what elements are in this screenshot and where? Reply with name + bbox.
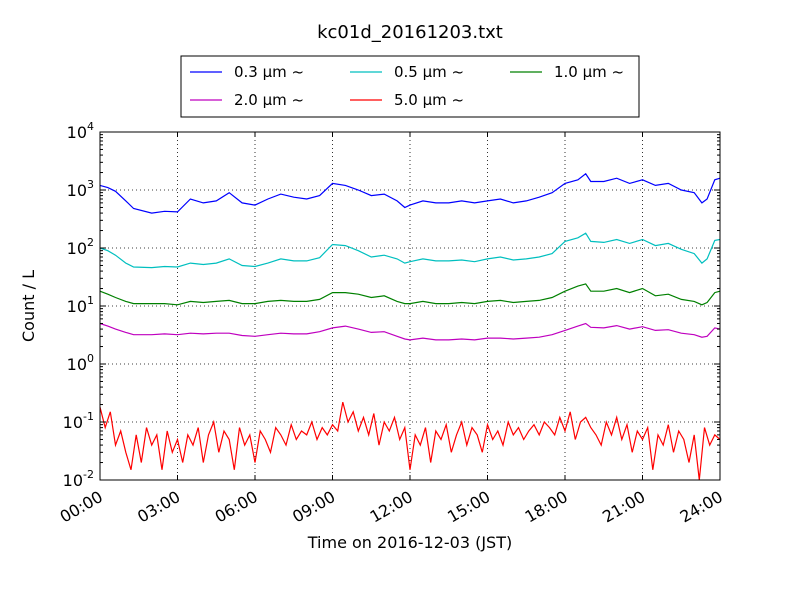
series-line-5 [99,401,721,481]
x-tick-label: 12:00 [367,487,416,527]
axis-ticks [99,131,721,481]
x-tick-label: 21:00 [599,487,648,527]
x-tick-label: 09:00 [289,487,338,527]
legend-label: 0.5 μm ~ [394,63,464,81]
series-line-4 [99,322,721,341]
legend-label: 0.3 μm ~ [234,63,304,81]
x-tick-labels: 00:00 03:00 06:00 09:00 12:00 15:00 18:00 21:00… [57,487,726,527]
series-line-2 [99,232,721,269]
legend-label: 1.0 μm ~ [554,63,624,81]
y-tick-labels: 10-2 10-1 100 101 102 103 104 [63,120,94,490]
series-layer [99,172,721,481]
legend-box [180,55,640,118]
series-line-1 [99,172,721,214]
legend: 0.3 μm ~ 0.5 μm ~ 1.0 μm ~ 2.0 μm ~ 5.0 μm ~ [180,55,640,118]
y-tick-label: 102 [67,236,94,258]
chart-title: kc01d_20161203.txt [317,22,503,43]
legend-label: 2.0 μm ~ [234,91,304,109]
x-tick-label: 18:00 [522,487,571,527]
x-tick-label: 24:00 [677,487,726,527]
y-tick-label: 100 [67,352,94,374]
legend-label: 5.0 μm ~ [394,91,464,109]
series-line-3 [99,283,721,306]
x-tick-label: 03:00 [134,487,183,527]
x-tick-label: 15:00 [444,487,493,527]
x-tick-label: 00:00 [57,487,106,527]
y-axis-label: Count / L [19,270,38,342]
y-tick-label: 10-1 [63,410,94,432]
x-tick-label: 06:00 [212,487,261,527]
y-tick-label: 104 [67,120,94,142]
y-tick-label: 10-2 [63,468,94,490]
grid-lines [100,132,720,480]
y-tick-label: 103 [67,178,94,200]
x-axis-label: Time on 2016-12-03 (JST) [307,533,512,552]
y-tick-label: 101 [67,294,94,316]
